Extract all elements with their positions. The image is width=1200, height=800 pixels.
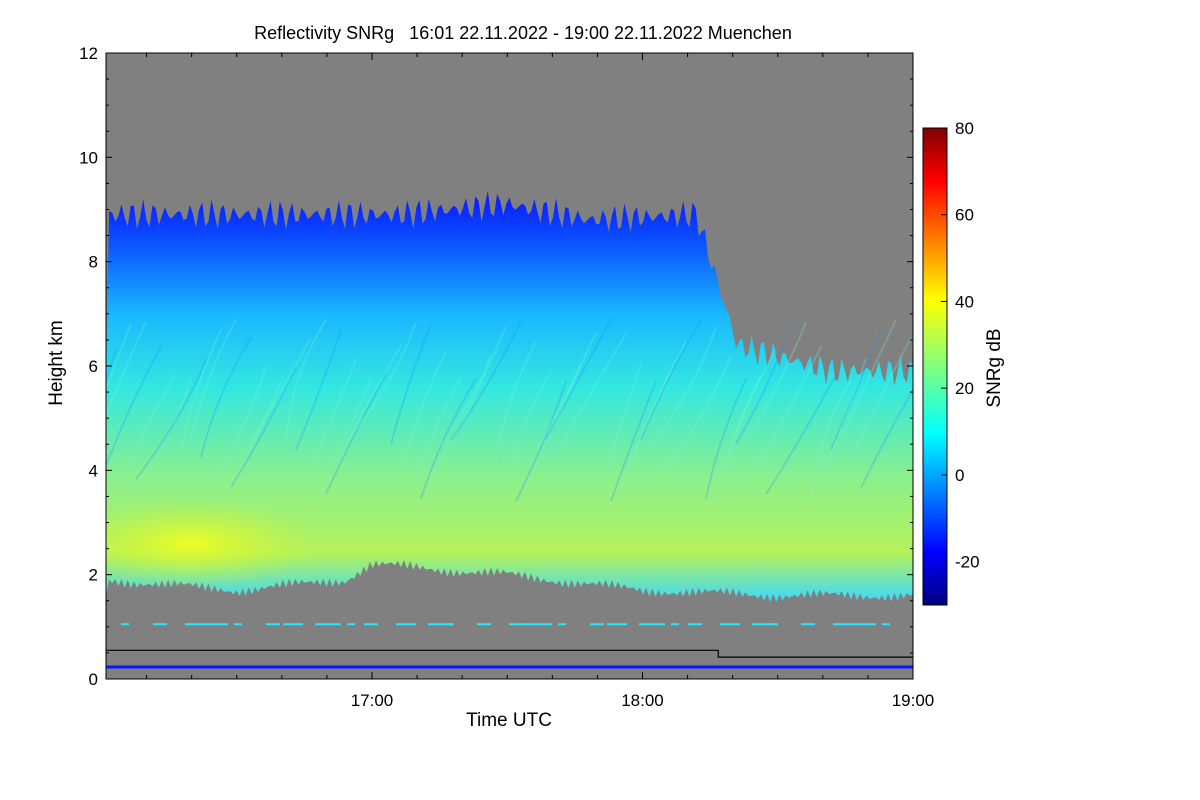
x-tick-label: 17:00 — [351, 691, 394, 710]
fall-streak — [610, 381, 657, 502]
fall-streak — [850, 337, 912, 459]
fall-streak — [400, 350, 447, 471]
fall-streak — [600, 363, 642, 485]
fall-streak — [640, 319, 702, 441]
fall-streak — [660, 354, 732, 476]
fall-streak — [285, 318, 327, 440]
fall-streak — [295, 329, 342, 451]
fall-streak — [420, 378, 477, 499]
fall-streak — [715, 375, 762, 497]
fall-streak — [335, 345, 402, 467]
fall-streak — [390, 323, 432, 445]
fall-streak — [745, 321, 807, 443]
y-tick-label: 12 — [79, 44, 98, 63]
fall-streak — [240, 336, 312, 458]
fall-streak — [705, 378, 747, 500]
fall-streak — [125, 380, 192, 501]
fall-streak — [440, 326, 507, 448]
fall-streak — [180, 329, 222, 450]
fall-streak — [830, 329, 882, 450]
fall-streak — [210, 367, 267, 488]
fall-streak — [106, 350, 117, 384]
fall-streak — [230, 366, 297, 488]
fall-streak — [650, 326, 717, 448]
y-axis-ticks: 0 2 4 6 8 10 12 — [79, 44, 913, 689]
fall-streak — [450, 319, 522, 441]
peak-echo-core — [106, 498, 322, 589]
fall-streak — [430, 354, 492, 476]
fall-streak — [620, 370, 672, 491]
colorbar-tick-label: -20 — [955, 553, 980, 572]
x-tick-label: 19:00 — [892, 691, 935, 710]
fall-streak — [840, 319, 897, 440]
y-axis-label: Height km — [46, 320, 67, 406]
fall-streak — [630, 340, 687, 462]
colorbar-tick-label: 60 — [955, 206, 974, 225]
fall-streak — [545, 318, 612, 440]
y-tick-label: 8 — [89, 253, 98, 272]
fall-streak — [505, 370, 552, 492]
fall-streak — [525, 362, 582, 484]
fall-streak — [315, 380, 372, 501]
fall-streak — [325, 373, 387, 495]
fall-streak — [106, 321, 147, 419]
y-tick-label: 4 — [89, 461, 98, 480]
x-axis-ticks: 17:00 18:00 19:00 — [146, 53, 935, 710]
chart-title: Reflectivity SNRg 16:01 22.11.2022 - 19:… — [254, 23, 792, 43]
fall-streak — [810, 379, 852, 501]
y-tick-label: 10 — [79, 148, 98, 167]
fall-streak — [106, 323, 132, 392]
colorbar-label: SNRg dB — [984, 328, 1005, 407]
x-axis-label: Time UTC — [466, 710, 552, 731]
fall-streak — [220, 381, 282, 503]
colorbar-tick-label: 80 — [955, 119, 974, 138]
y-tick-label: 6 — [89, 357, 98, 376]
colorbar-tick-label: 40 — [955, 292, 974, 311]
fall-streak — [765, 373, 837, 495]
fall-streak — [735, 323, 792, 445]
fall-streak — [755, 346, 822, 468]
fall-streak — [115, 373, 177, 495]
fall-streak — [135, 358, 207, 480]
fall-streak — [820, 358, 867, 479]
fall-streak — [515, 380, 567, 502]
colorbar-ticks: -20 0 20 40 60 80 — [941, 119, 980, 572]
y-tick-label: 2 — [89, 566, 98, 585]
fall-streak — [106, 345, 162, 467]
ground-clutter-lines — [106, 623, 913, 669]
fall-streak — [305, 358, 357, 480]
colorbar-tick-label: 20 — [955, 379, 974, 398]
fall-streak — [190, 318, 237, 440]
ground-line — [106, 649, 913, 658]
fall-streak — [345, 321, 417, 443]
colorbar-tick-label: 0 — [955, 466, 964, 485]
cloud-echo — [106, 191, 913, 603]
fall-streak — [725, 349, 777, 471]
fall-streak — [200, 336, 252, 458]
fall-streak — [495, 341, 537, 463]
fall-streak — [860, 387, 913, 489]
x-tick-label: 18:00 — [621, 691, 664, 710]
cloud-echo-region — [106, 191, 913, 603]
fall-streak — [555, 333, 627, 455]
colorbar — [922, 127, 948, 606]
fall-streak — [535, 332, 597, 454]
y-tick-label: 0 — [89, 670, 98, 689]
fall-streak — [410, 376, 462, 498]
